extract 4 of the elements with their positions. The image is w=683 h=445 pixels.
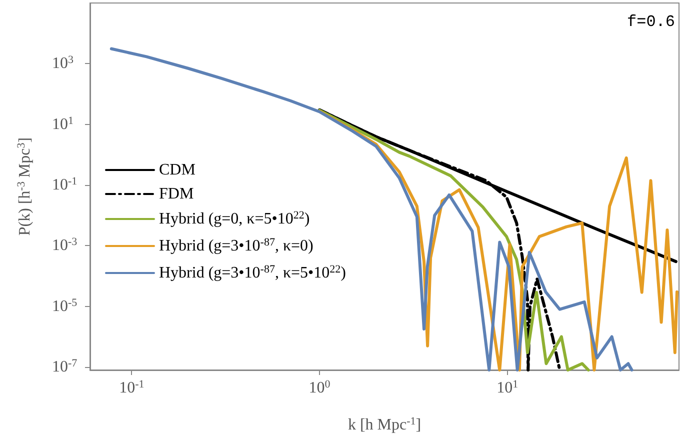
legend-label: CDM — [159, 162, 196, 178]
annotation: f=0.6 — [626, 13, 676, 31]
y-axis-title: P(k) [h-3 Mpc3] — [16, 137, 34, 236]
legend-label: FDM — [159, 186, 194, 202]
